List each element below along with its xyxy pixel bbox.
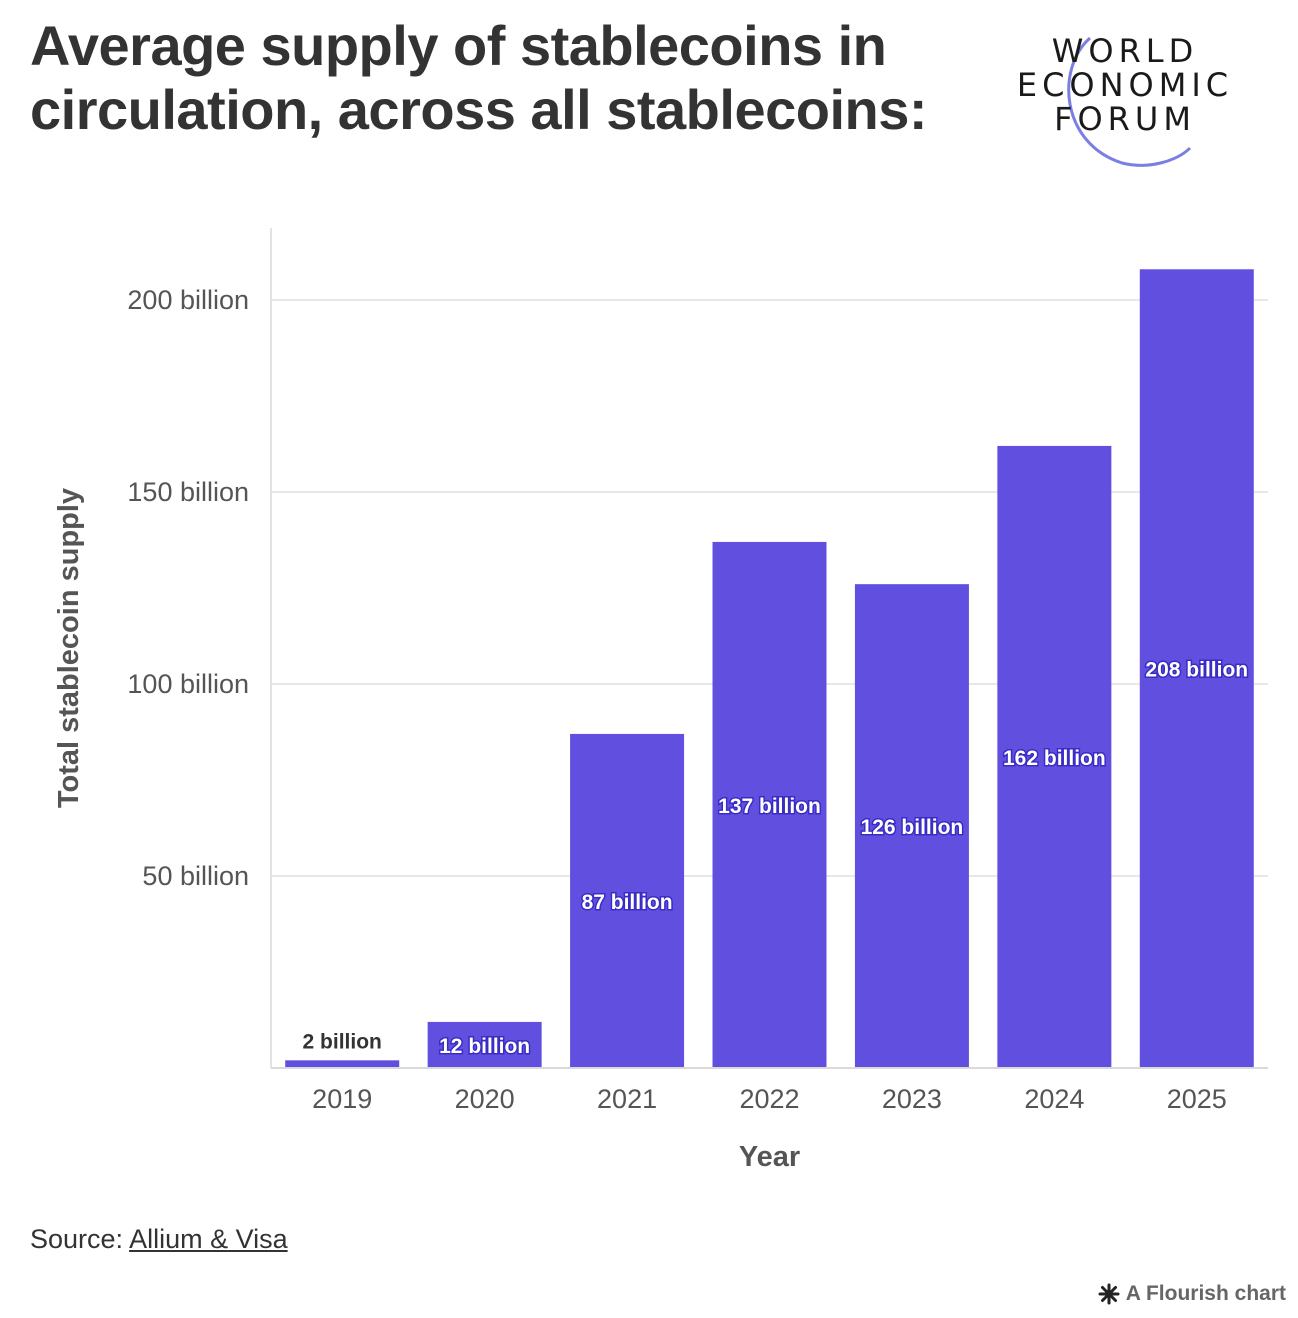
y-tick-label: 150 billion: [127, 477, 249, 507]
wef-logo: WORLD ECONOMIC FORUM: [1000, 28, 1250, 178]
data-label: 137 billion: [718, 795, 821, 818]
logo-line-economic: ECONOMIC: [1016, 66, 1234, 104]
bars: [285, 269, 1254, 1068]
data-label: 162 billion: [1003, 747, 1106, 770]
data-labels: 2 billion 12 billion 87 billion 137 billion…: [303, 657, 1250, 1059]
bar: [570, 733, 685, 1068]
y-tick-label: 200 billion: [127, 285, 249, 315]
bar: [1139, 269, 1254, 1068]
logo-line-forum: FORUM: [1054, 100, 1196, 138]
x-tick-label: 2023: [882, 1084, 942, 1114]
logo-line-world: WORLD: [1051, 32, 1199, 70]
data-label: 126 billion: [861, 816, 964, 839]
x-tick-label: 2025: [1167, 1084, 1227, 1114]
bar: [712, 541, 827, 1068]
data-label: 12 billion: [439, 1035, 530, 1058]
data-label: 87 billion: [582, 891, 673, 914]
x-tick-label: 2020: [455, 1084, 515, 1114]
x-tick-label: 2021: [597, 1084, 657, 1114]
source-note: Source: Allium & Visa: [30, 1224, 288, 1255]
bar-chart: 2 billion 12 billion 87 billion 137 billion…: [53, 228, 1268, 1173]
x-axis-title: Year: [739, 1141, 800, 1173]
y-tick-label: 50 billion: [142, 861, 249, 891]
y-tick-label: 100 billion: [127, 669, 249, 699]
data-label: 208 billion: [1145, 659, 1248, 682]
bar: [285, 1060, 400, 1068]
source-link[interactable]: Allium & Visa: [129, 1224, 288, 1254]
chart-title: Average supply of stablecoins in circula…: [30, 14, 928, 141]
x-tick-label: 2024: [1024, 1084, 1084, 1114]
flourish-asterisk-icon: [1098, 1283, 1120, 1305]
bar: [427, 1021, 542, 1068]
credit-text: A Flourish chart: [1125, 1282, 1286, 1305]
x-tick-label: 2022: [739, 1084, 799, 1114]
bar: [997, 445, 1112, 1068]
logo-arc: [1067, 36, 1192, 167]
y-axis-title: Total stablecoin supply: [53, 488, 85, 808]
source-prefix: Source:: [30, 1224, 130, 1254]
axes: 50 billion 100 billion 150 billion 200 bill…: [53, 228, 1268, 1173]
data-label: 2 billion: [303, 1030, 382, 1053]
bar: [854, 584, 969, 1068]
x-tick-label: 2019: [312, 1084, 372, 1114]
flourish-credit[interactable]: A Flourish chart: [1098, 1282, 1286, 1306]
